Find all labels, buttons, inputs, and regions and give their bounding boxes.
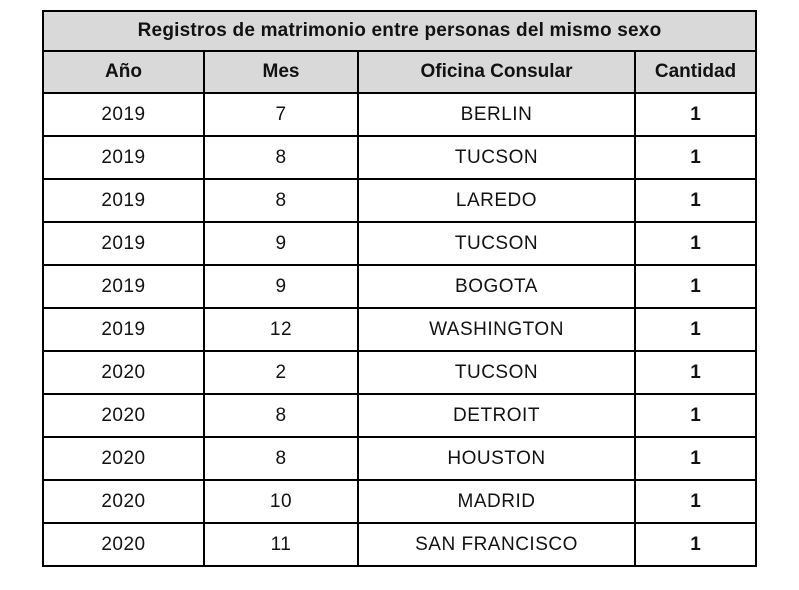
quantity-cell: 1: [634, 436, 757, 481]
office-cell: BOGOTA: [357, 264, 636, 309]
month-cell: 12: [203, 307, 359, 352]
table-row: 2019 8 TUCSON 1: [42, 135, 757, 180]
quantity-cell: 1: [634, 350, 757, 395]
year-cell: 2020: [42, 350, 205, 395]
table-row: 2019 9 BOGOTA 1: [42, 264, 757, 309]
quantity-cell: 1: [634, 393, 757, 438]
table-title-row: Registros de matrimonio entre personas d…: [42, 10, 757, 52]
quantity-cell: 1: [634, 221, 757, 266]
year-cell: 2019: [42, 135, 205, 180]
year-cell: 2019: [42, 92, 205, 137]
table-body: 2019 7 BERLIN 1 2019 8 TUCSON 1 2019 8 L…: [42, 92, 757, 567]
year-cell: 2019: [42, 307, 205, 352]
year-cell: 2019: [42, 178, 205, 223]
year-cell: 2019: [42, 264, 205, 309]
quantity-cell: 1: [634, 522, 757, 567]
year-cell: 2019: [42, 221, 205, 266]
office-cell: HOUSTON: [357, 436, 636, 481]
marriage-records-table-container: Registros de matrimonio entre personas d…: [42, 10, 757, 567]
table-row: 2019 9 TUCSON 1: [42, 221, 757, 266]
quantity-cell: 1: [634, 264, 757, 309]
month-cell: 11: [203, 522, 359, 567]
quantity-cell: 1: [634, 92, 757, 137]
quantity-cell: 1: [634, 479, 757, 524]
office-cell: TUCSON: [357, 221, 636, 266]
table-row: 2019 8 LAREDO 1: [42, 178, 757, 223]
quantity-cell: 1: [634, 135, 757, 180]
column-header-consular-office: Oficina Consular: [357, 50, 636, 94]
year-cell: 2020: [42, 436, 205, 481]
month-cell: 8: [203, 393, 359, 438]
office-cell: TUCSON: [357, 135, 636, 180]
quantity-cell: 1: [634, 307, 757, 352]
table-row: 2020 11 SAN FRANCISCO 1: [42, 522, 757, 567]
table-row: 2020 10 MADRID 1: [42, 479, 757, 524]
month-cell: 2: [203, 350, 359, 395]
year-cell: 2020: [42, 522, 205, 567]
table-title: Registros de matrimonio entre personas d…: [42, 10, 757, 52]
office-cell: WASHINGTON: [357, 307, 636, 352]
office-cell: SAN FRANCISCO: [357, 522, 636, 567]
table-row: 2020 8 DETROIT 1: [42, 393, 757, 438]
month-cell: 7: [203, 92, 359, 137]
month-cell: 8: [203, 436, 359, 481]
column-header-quantity: Cantidad: [634, 50, 757, 94]
office-cell: BERLIN: [357, 92, 636, 137]
month-cell: 9: [203, 221, 359, 266]
table-row: 2019 7 BERLIN 1: [42, 92, 757, 137]
office-cell: DETROIT: [357, 393, 636, 438]
office-cell: LAREDO: [357, 178, 636, 223]
year-cell: 2020: [42, 479, 205, 524]
table-header-row: Año Mes Oficina Consular Cantidad: [42, 50, 757, 94]
table-row: 2020 2 TUCSON 1: [42, 350, 757, 395]
quantity-cell: 1: [634, 178, 757, 223]
year-cell: 2020: [42, 393, 205, 438]
marriage-records-table: Registros de matrimonio entre personas d…: [42, 10, 757, 567]
office-cell: MADRID: [357, 479, 636, 524]
column-header-year: Año: [42, 50, 205, 94]
column-header-month: Mes: [203, 50, 359, 94]
month-cell: 10: [203, 479, 359, 524]
month-cell: 9: [203, 264, 359, 309]
office-cell: TUCSON: [357, 350, 636, 395]
table-row: 2019 12 WASHINGTON 1: [42, 307, 757, 352]
month-cell: 8: [203, 135, 359, 180]
month-cell: 8: [203, 178, 359, 223]
table-row: 2020 8 HOUSTON 1: [42, 436, 757, 481]
